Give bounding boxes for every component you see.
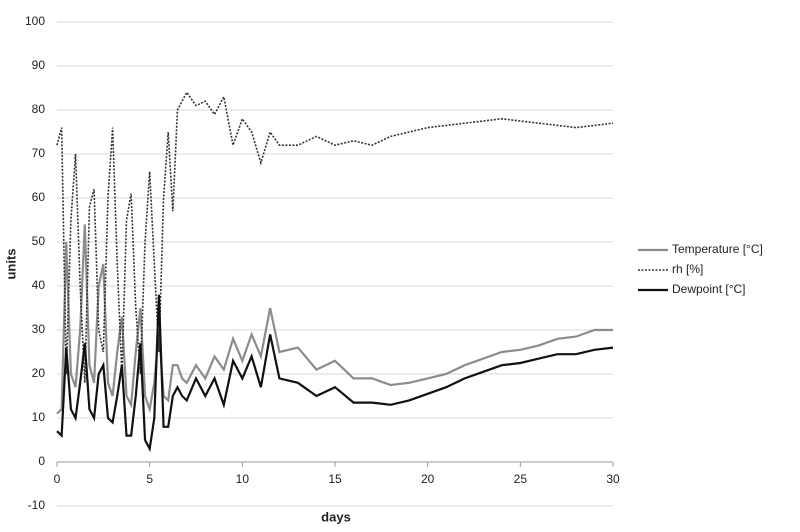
legend-label: rh [%] bbox=[672, 262, 703, 276]
x-tick-label: 10 bbox=[236, 472, 250, 486]
x-tick-label: 20 bbox=[421, 472, 435, 486]
y-tick-label: 70 bbox=[32, 146, 46, 160]
series-line bbox=[56, 224, 613, 415]
y-tick-label: 40 bbox=[32, 278, 46, 292]
y-tick-label: 60 bbox=[32, 190, 46, 204]
y-tick-label: 90 bbox=[32, 58, 46, 72]
x-tick-label: 30 bbox=[606, 472, 620, 486]
y-tick-label: -10 bbox=[28, 498, 46, 512]
x-tick-label: 5 bbox=[146, 472, 153, 486]
y-tick-label: 20 bbox=[32, 366, 46, 380]
y-tick-label: 80 bbox=[32, 102, 46, 116]
legend-label: Dewpoint [°C] bbox=[672, 282, 746, 296]
legend-label: Temperature [°C] bbox=[672, 242, 763, 256]
y-axis-title: units bbox=[3, 248, 18, 279]
y-tick-label: 50 bbox=[32, 234, 46, 248]
x-tick-label: 0 bbox=[54, 472, 61, 486]
y-tick-label: 0 bbox=[38, 454, 45, 468]
series-line bbox=[56, 294, 614, 453]
x-axis-title: days bbox=[321, 509, 351, 524]
y-tick-label: 10 bbox=[32, 410, 46, 424]
x-tick-label: 15 bbox=[328, 472, 342, 486]
series-line bbox=[56, 90, 614, 383]
y-tick-label: 30 bbox=[32, 322, 46, 336]
x-tick-label: 25 bbox=[514, 472, 528, 486]
y-tick-label: 100 bbox=[25, 14, 45, 28]
